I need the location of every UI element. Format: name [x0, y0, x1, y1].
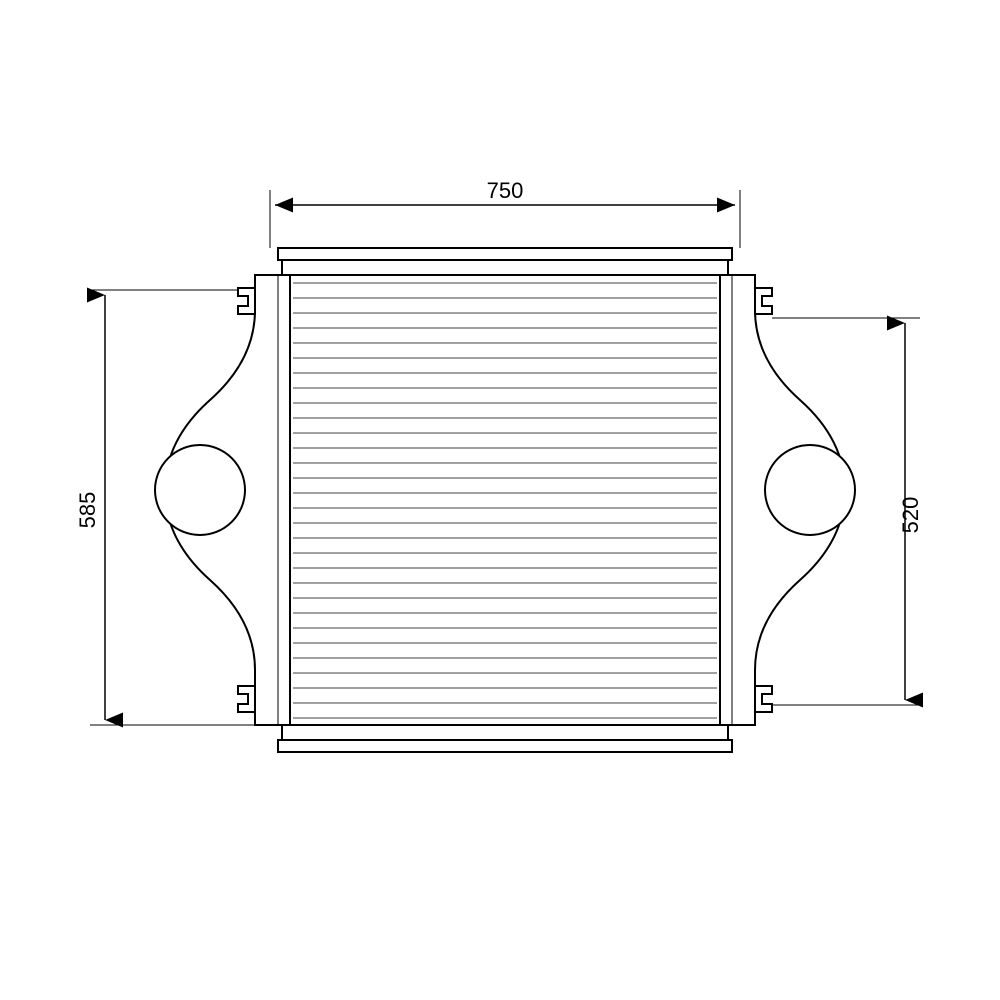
top-tank	[278, 248, 732, 275]
dimension-height-right-value: 520	[898, 497, 923, 534]
core-fins	[293, 283, 717, 718]
brackets	[238, 288, 772, 712]
dimension-width: 750	[270, 178, 740, 248]
left-tank	[155, 275, 290, 725]
right-tank	[720, 275, 855, 725]
intercooler-diagram: 750 585 520	[0, 0, 1000, 1000]
dimension-height-left-value: 585	[75, 492, 100, 529]
bottom-tank	[278, 725, 732, 752]
dimension-width-value: 750	[487, 178, 524, 203]
